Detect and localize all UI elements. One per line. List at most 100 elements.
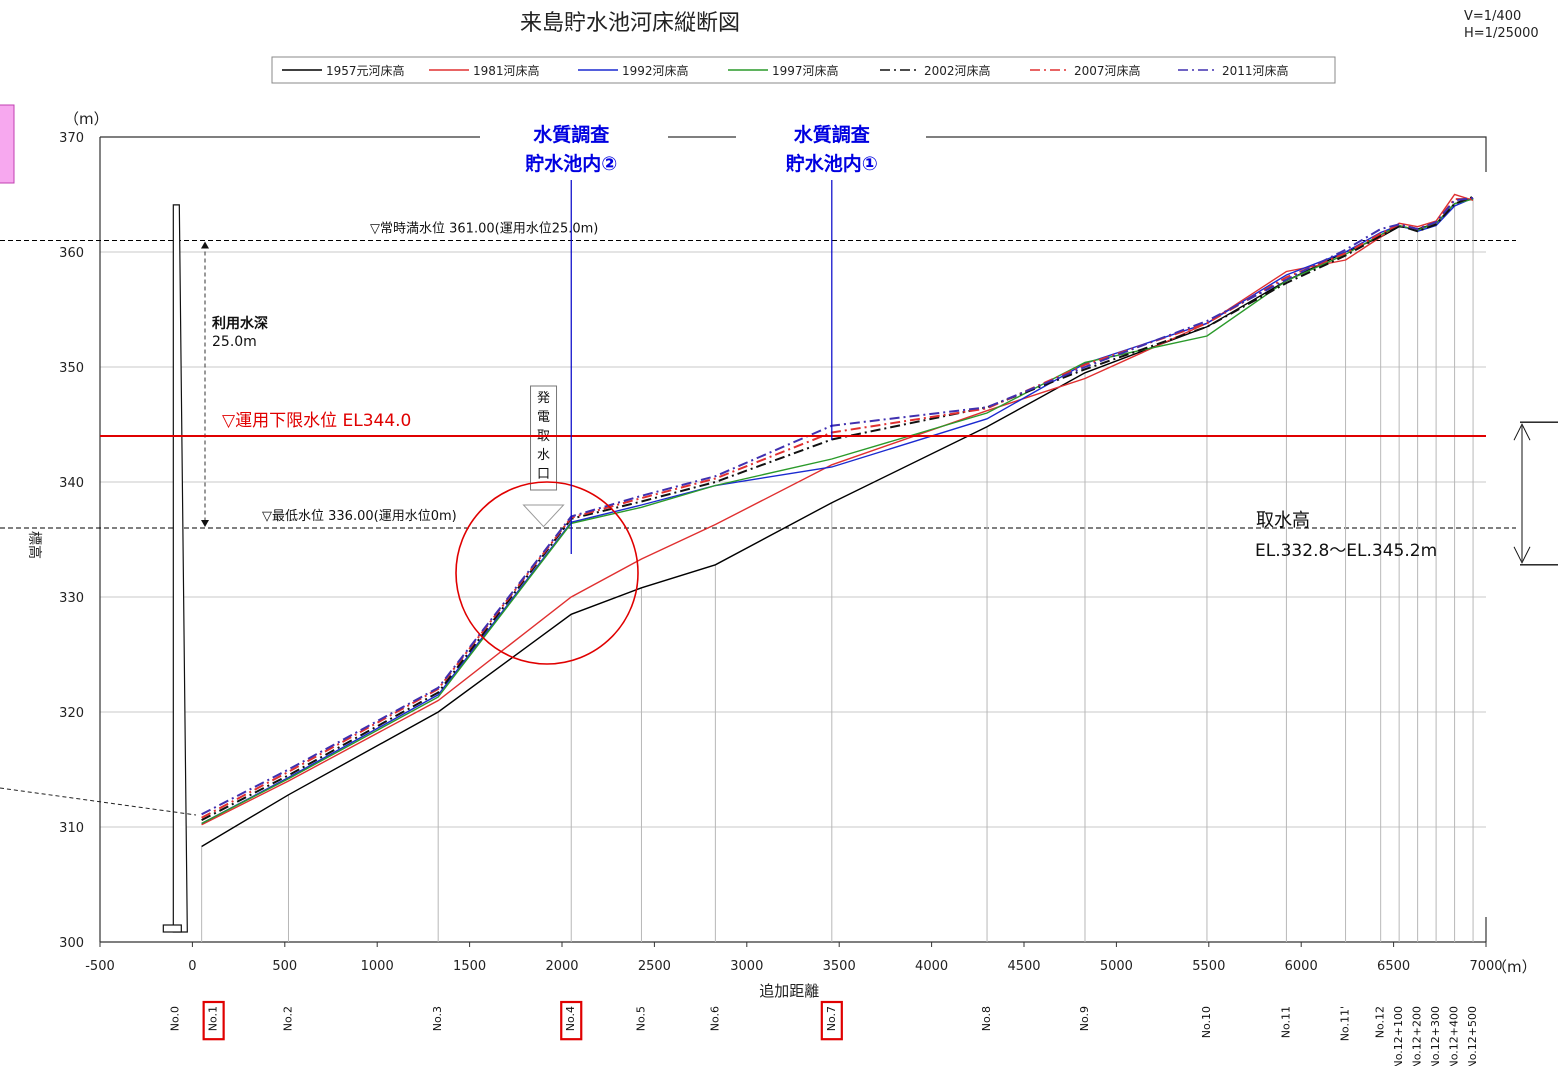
dam-base: [162, 924, 182, 933]
station-label: No.12+400: [1448, 1006, 1461, 1066]
operation-lower-limit-label: ▽運用下限水位 EL344.0: [222, 411, 411, 431]
x-tick-label: 2000: [545, 959, 578, 974]
series-line: [201, 198, 1474, 825]
intake-triangle: [522, 504, 565, 528]
intake-char: 口: [537, 467, 550, 482]
station-label: No.12: [1374, 1006, 1387, 1038]
dam-body: [172, 204, 188, 933]
x-tick-label: -500: [85, 959, 115, 974]
station-label: No.12+200: [1411, 1006, 1424, 1066]
station-label: No.11': [1339, 1006, 1352, 1041]
intake-height-arrowhead-down: [1513, 546, 1531, 564]
station-label: No.10: [1200, 1006, 1213, 1038]
legend-label: 1981河床高: [473, 63, 540, 78]
scale-note: V=1/400 H=1/25000: [1464, 8, 1539, 42]
series-line: [201, 193, 1474, 826]
y-tick-label: 350: [59, 361, 84, 376]
vertical-scale: V=1/400: [1464, 9, 1522, 24]
intake-char: 発: [537, 391, 550, 406]
axes: 300 310 320 330 340 350 360 370 -500 0 500 1000 1500…: [26, 110, 1537, 1000]
station-label: No.7: [825, 1006, 838, 1031]
legend-label: 2007河床高: [1074, 63, 1141, 78]
x-tick-label: 500: [272, 959, 297, 974]
station-label: No.9: [1078, 1006, 1091, 1031]
station-label: No.8: [980, 1006, 993, 1031]
y-tick-label: 330: [59, 591, 84, 606]
survey-title: 水質調査: [533, 123, 610, 146]
legend-label: 1992河床高: [622, 63, 689, 78]
x-tick-label: 3000: [730, 959, 763, 974]
series-line: [201, 195, 1474, 821]
intake-char: 電: [537, 410, 550, 425]
x-tick-label: 6500: [1377, 959, 1410, 974]
usable-depth-arrowhead-up: [201, 241, 209, 249]
legend-label: 2002河床高: [924, 63, 991, 78]
stations-layer: No.0 No.1 No.2 No.3 No.4 No.5 No.6 No.7 No.8 No.9…: [168, 1000, 1479, 1068]
series-line: [201, 197, 1474, 816]
y-tick-label: 370: [59, 131, 84, 146]
intake-circle: [455, 481, 639, 665]
chart-title: 来島貯水池河床縦断図: [520, 11, 740, 36]
horizontal-scale: H=1/25000: [1464, 26, 1539, 41]
legend: 1957元河床高 1981河床高 1992河床高 1997河床高 2002河床高 2007…: [271, 56, 1336, 84]
x-tick-label: 6000: [1285, 959, 1318, 974]
station-highlight: [820, 1000, 843, 1041]
x-tick-label: 2500: [638, 959, 671, 974]
grid: [100, 251, 1486, 828]
min-level-label: ▽最低水位 336.00(運用水位0m): [262, 509, 457, 524]
x-tick-label: 7000: [1469, 959, 1502, 974]
y-tick-label: 320: [59, 706, 84, 721]
x-tick-label: 4000: [915, 959, 948, 974]
legend-label: 1997河床高: [772, 63, 839, 78]
x-tick-label: 5500: [1192, 959, 1225, 974]
intake-char: 水: [537, 448, 550, 463]
intake-height-arrowhead-up: [1513, 423, 1531, 441]
leader-line: [0, 787, 197, 816]
station-label: No.2: [281, 1006, 294, 1031]
station-label: No.0: [168, 1006, 181, 1031]
usable-depth-label: 利用水深: [212, 315, 268, 332]
x-tick-label: 4500: [1007, 959, 1040, 974]
pink-callout: [0, 104, 15, 184]
y-axis-label: 標高: [26, 531, 43, 559]
station-highlight: [560, 1000, 583, 1041]
intake-height-label: 取水高: [1256, 510, 1310, 531]
y-tick-label: 360: [59, 246, 84, 261]
station-label: No.12+100: [1392, 1006, 1405, 1066]
full-level-label: ▽常時満水位 361.00(運用水位25.0m): [370, 222, 598, 237]
x-tick-label: 1500: [453, 959, 486, 974]
survey-subtitle: 貯水池内①: [786, 152, 878, 175]
usable-depth-value: 25.0m: [212, 334, 257, 350]
usable-depth-arrowhead-down: [201, 520, 209, 527]
station-label: No.11: [1279, 1006, 1292, 1038]
station-label: No.4: [564, 1006, 577, 1031]
x-tick-label: 0: [188, 959, 196, 974]
intake-box: [530, 385, 558, 491]
y-unit: （m）: [64, 110, 109, 128]
station-label: No.12+300: [1429, 1006, 1442, 1066]
x-tick-label: 3500: [823, 959, 856, 974]
x-tick-label: 5000: [1100, 959, 1133, 974]
station-highlight: [202, 1000, 225, 1041]
station-label: No.3: [431, 1006, 444, 1031]
survey-title: 水質調査: [794, 123, 871, 146]
x-tick-label: 1000: [361, 959, 394, 974]
intake-height-value: EL.332.8～EL.345.2m: [1255, 541, 1437, 561]
y-tick-label: 310: [59, 821, 84, 836]
station-label: No.12+500: [1466, 1006, 1479, 1066]
x-unit: （m）: [1492, 958, 1537, 976]
y-tick-label: 340: [59, 476, 84, 491]
y-tick-label: 300: [59, 936, 84, 951]
legend-label: 1957元河床高: [326, 63, 405, 78]
series-layer: [201, 193, 1474, 848]
legend-label: 2011河床高: [1222, 63, 1289, 78]
station-label: No.6: [708, 1006, 721, 1031]
station-label: No.1: [207, 1006, 220, 1031]
x-axis-label: 追加距離: [759, 982, 819, 1000]
station-label: No.5: [634, 1006, 647, 1031]
survey-subtitle: 貯水池内②: [525, 152, 617, 175]
top-border-right: [926, 136, 1487, 172]
